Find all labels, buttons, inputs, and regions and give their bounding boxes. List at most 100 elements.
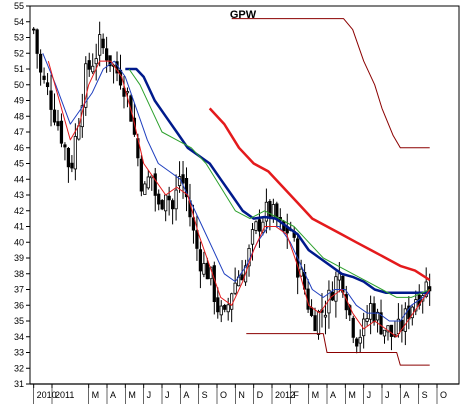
candle-body [104,48,109,61]
x-tick-label: S [202,390,208,400]
y-tick-label: 31 [14,379,24,389]
candle-body [167,195,171,201]
x-tick-label: M [128,390,136,400]
candle-body [368,303,373,320]
candle-body [198,249,203,272]
candle-body [313,315,317,332]
candle-body [160,200,164,210]
chart-frame [29,5,460,385]
candle-body [87,60,91,70]
x-tick-label: J [165,390,170,400]
x-tick-label: M [348,390,356,400]
candle-body [375,311,380,321]
candle-body [146,176,150,189]
x-tick-label: M [92,390,100,400]
x-tick-label: 2010 [37,390,57,400]
y-axis: 31 32 33 34 35 36 37 38 39 40 41 42 43 44 45 46 47 48 49 50… [14,1,30,389]
candle-body [219,305,223,316]
candle-body [94,58,98,65]
candle-body [223,305,227,310]
y-tick-label: 49 [14,96,24,106]
candle-body [226,304,230,313]
y-tick-label: 50 [14,80,24,90]
candle-body [233,282,237,294]
candle-body [191,217,196,231]
candle-body [52,109,57,123]
candle-body [358,336,362,344]
x-tick-label: 2011 [55,390,74,400]
candle-body [382,329,387,337]
y-tick-label: 44 [14,174,24,184]
candle-body [35,29,39,54]
plot-area [29,5,460,385]
candle-body [42,75,46,80]
y-tick-label: 35 [14,316,24,326]
y-tick-label: 46 [14,143,24,153]
candle-body [174,189,178,210]
candle-body [386,325,390,333]
candle-body [84,63,88,108]
x-tick-label: A [183,390,189,400]
candle-body [184,178,189,198]
candle-body [139,158,143,192]
candle-body [63,144,67,148]
candle-body [170,200,175,210]
candle-body [45,82,50,88]
candle-body [205,262,209,280]
overlay-line [208,107,431,282]
candle-body [379,312,383,335]
y-tick-label: 41 [14,222,24,232]
candle-body [389,324,394,337]
candle-body [32,28,36,31]
candle-body [400,319,404,331]
candle-body [132,117,137,135]
overlay-lines [42,18,431,366]
candle-body [230,293,234,310]
y-tick-label: 40 [14,237,24,247]
candle-body [355,338,359,347]
candle-body [153,173,157,196]
x-tick-label: O [440,390,447,400]
y-tick-label: 55 [14,1,24,11]
x-tick-label: J [147,390,152,400]
candle-body [414,299,418,312]
x-tick-label: D [257,390,264,400]
candle-body [118,69,123,86]
candle-body [216,297,220,313]
candle-body [38,53,43,73]
y-tick-label: 54 [14,17,24,27]
candle-body [323,314,328,318]
candle-body [122,87,126,97]
candle-body [365,318,369,322]
candle-body [309,307,314,316]
candle-body [49,90,53,110]
y-tick-label: 43 [14,190,24,200]
y-tick-label: 37 [14,285,24,295]
y-tick-label: 36 [14,300,24,310]
y-tick-label: 34 [14,332,24,342]
x-tick-label: J [385,390,390,400]
candle-body [428,286,432,292]
candle-body [316,310,321,335]
candle-body [98,34,102,56]
candle-body [73,136,77,170]
candle-body [101,38,105,49]
candle-body [181,174,185,184]
candle-body [70,162,74,169]
candle-body [77,125,81,140]
y-tick-label: 45 [14,159,24,169]
x-tick-label: 2012 [275,390,295,400]
candle-body [254,221,258,231]
x-tick-label: A [110,390,116,400]
overlay-line [42,53,430,322]
candle-body [403,308,407,332]
y-tick-label: 48 [14,111,24,121]
overlay-line [128,68,430,298]
y-tick-label: 51 [14,64,24,74]
candle-body [334,276,338,302]
x-tick-label: S [422,390,428,400]
x-tick-label: M [312,390,320,400]
candle-body [212,265,216,303]
